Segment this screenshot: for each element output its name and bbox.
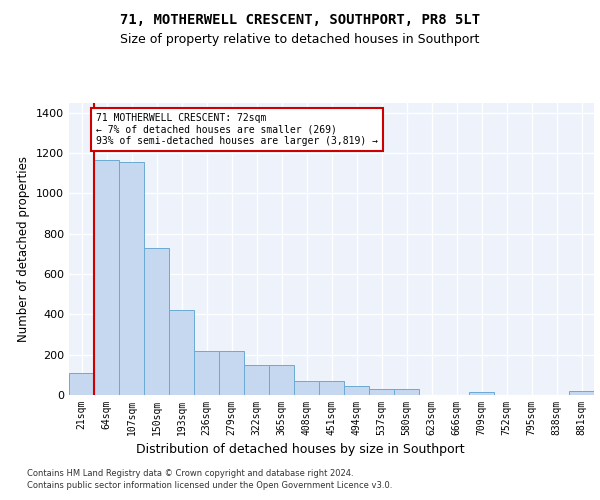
Bar — [69, 373, 94, 395]
Bar — [169, 310, 194, 395]
Bar — [244, 364, 269, 395]
Text: Contains HM Land Registry data © Crown copyright and database right 2024.: Contains HM Land Registry data © Crown c… — [27, 468, 353, 477]
Text: Size of property relative to detached houses in Southport: Size of property relative to detached ho… — [121, 32, 479, 46]
Text: Contains public sector information licensed under the Open Government Licence v3: Contains public sector information licen… — [27, 481, 392, 490]
Bar — [394, 389, 419, 395]
Bar — [194, 350, 219, 395]
Bar — [344, 386, 369, 395]
Bar — [94, 160, 119, 395]
Bar — [269, 364, 294, 395]
Bar — [369, 389, 394, 395]
Bar — [294, 381, 319, 395]
Bar — [144, 248, 169, 395]
Text: Distribution of detached houses by size in Southport: Distribution of detached houses by size … — [136, 442, 464, 456]
Bar — [569, 391, 594, 395]
Bar — [119, 162, 144, 395]
Text: 71, MOTHERWELL CRESCENT, SOUTHPORT, PR8 5LT: 71, MOTHERWELL CRESCENT, SOUTHPORT, PR8 … — [120, 12, 480, 26]
Bar — [469, 392, 494, 395]
Y-axis label: Number of detached properties: Number of detached properties — [17, 156, 31, 342]
Bar — [219, 350, 244, 395]
Text: 71 MOTHERWELL CRESCENT: 72sqm
← 7% of detached houses are smaller (269)
93% of s: 71 MOTHERWELL CRESCENT: 72sqm ← 7% of de… — [96, 112, 378, 146]
Bar — [319, 381, 344, 395]
